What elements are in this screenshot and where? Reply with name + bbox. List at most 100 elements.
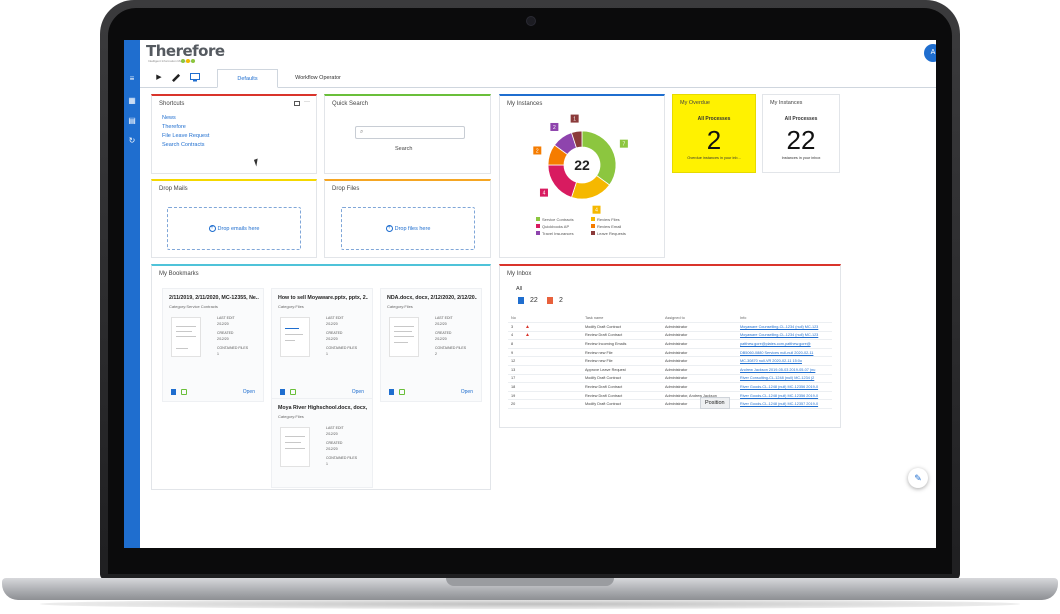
info-link[interactable]: River Goods-CL-1248 (null) MC-12356 2019… — [737, 391, 832, 401]
bookmark-icon[interactable] — [280, 389, 285, 395]
shortcut-link[interactable]: News — [162, 115, 176, 121]
legend-item[interactable]: Review Files — [591, 217, 646, 222]
legend-item[interactable]: Service Contracts — [536, 217, 591, 222]
legend-item[interactable]: Leave Requests — [591, 231, 646, 236]
slice-value-label: 2 — [553, 125, 556, 131]
plus-icon: + — [385, 225, 393, 232]
task-name: Review Draft Contract — [582, 331, 662, 341]
pie-slice[interactable] — [547, 164, 577, 198]
task-name: Review Draft Contract — [582, 382, 662, 392]
bookmark-card[interactable]: How to sell Moyaware.pptx, pptx, 2... Ca… — [271, 288, 373, 402]
info-link[interactable]: MC-30870 null-VR 2020-02-11 15:0o — [737, 356, 832, 367]
last-edit-value: 2/12/20 — [217, 322, 229, 326]
column-header[interactable] — [522, 314, 582, 324]
edit-icon[interactable]: ✎ — [908, 468, 928, 488]
laptop-shadow — [40, 599, 1020, 609]
assigned-to: Administrator — [662, 399, 737, 410]
table-row[interactable]: 20 Modify Draft Contract Administrator Rive… — [508, 399, 832, 410]
tab-workflow-operator[interactable]: Workflow Operator — [295, 75, 341, 81]
slice-value-label: 1 — [573, 117, 576, 123]
inbox-filter[interactable]: All — [516, 286, 523, 292]
shortcut-link[interactable]: File Leave Request — [162, 133, 210, 139]
bookmark-icon[interactable] — [171, 389, 176, 395]
info-link[interactable]: Moyaware Counselling-CL-1234 (null) MC-1… — [737, 322, 832, 332]
created-label: CREATED — [217, 331, 234, 335]
bookmark-icon[interactable] — [389, 389, 394, 395]
play-icon[interactable]: ▶ — [156, 74, 162, 81]
overdue-icon — [547, 297, 553, 304]
email-dropzone[interactable]: + Drop emails here — [167, 207, 301, 250]
monitor-icon[interactable] — [190, 73, 200, 83]
lock-icon[interactable] — [181, 389, 187, 395]
table-row[interactable]: 17 Modify Draft Contract Administrator Rive… — [508, 374, 832, 384]
warning-icon — [522, 339, 582, 349]
table-row[interactable]: 12 Review new File Administrator MC-30870 n… — [508, 356, 832, 367]
inbox-total-count[interactable]: 22 — [530, 297, 538, 304]
bookmark-card[interactable]: NDA.docx, docx, 2/12/2020, 2/12/20... Ca… — [380, 288, 482, 402]
created-value: 2/12/20 — [326, 337, 338, 341]
my-overdue-widget[interactable]: My Overdue All Processes 2 Overdue insta… — [672, 94, 756, 173]
widget-title: Drop Mails — [159, 186, 188, 192]
last-edit-value: 2/12/20 — [435, 322, 447, 326]
column-header[interactable]: Task name — [582, 314, 662, 324]
shortcut-link[interactable]: Search Contracts — [162, 142, 205, 148]
user-avatar[interactable]: A — [924, 44, 936, 62]
bookmark-card[interactable]: 2/11/2019, 2/11/2020, MC-12355, Ne... Ca… — [162, 288, 264, 402]
assigned-to: Administrator — [662, 339, 737, 349]
toolbar: ▶ Defaults Workflow Operator — [140, 68, 936, 88]
assigned-to: Administrator, Andrew Jackson — [662, 391, 737, 401]
widget-menu-icon[interactable] — [294, 101, 300, 106]
info-link[interactable]: patthew.gore@plates.com,patthew.gore@ — [737, 339, 832, 349]
legend-label: Review Email — [597, 224, 622, 229]
files-value: 1 — [217, 352, 219, 356]
table-row[interactable]: 18 Review Draft Contract Administrator Rive… — [508, 382, 832, 392]
pie-slice[interactable] — [570, 130, 583, 149]
lock-icon[interactable] — [290, 389, 296, 395]
table-row[interactable]: 13 Approve Leave Request Administrator Andr… — [508, 365, 832, 375]
assigned-to: Administrator — [662, 356, 737, 367]
created-value: 2/12/20 — [217, 337, 229, 341]
bookmark-title: How to sell Moyaware.pptx, pptx, 2... — [278, 295, 368, 301]
shortcut-links: News Therefore File Leave Request Search… — [162, 114, 209, 150]
info-link[interactable]: River Goods-CL-1248 (null) MC-12356 2019… — [737, 382, 832, 392]
search-button[interactable]: Search — [395, 146, 413, 152]
table-row[interactable]: 8 Review Incoming Emails Administrator patt… — [508, 339, 832, 349]
column-header[interactable]: No — [508, 314, 522, 324]
info-link[interactable]: Andrew Jackson 2019-05-03 2019-05-07 (nu — [737, 365, 832, 375]
info-link[interactable]: DB5060-0880 Services null-null 2020-02-1… — [737, 348, 832, 358]
info-link[interactable]: River Consulting-CL-1248 (null) MC-1234 … — [737, 374, 832, 384]
open-button[interactable]: Open — [460, 389, 473, 395]
inbox-overdue-count[interactable]: 2 — [559, 297, 563, 304]
table-row[interactable]: 9 Review new File Administrator DB5060-0880… — [508, 348, 832, 358]
my-instances-count-widget[interactable]: My Instances All Processes 22 Instances … — [762, 94, 840, 173]
column-header[interactable]: Info — [737, 314, 832, 324]
table-row[interactable]: 3 ▲ Modify Draft Contract Administrator Moya… — [508, 322, 832, 332]
legend-item[interactable]: Review Email — [591, 224, 646, 229]
folder-icon[interactable]: ▤ — [128, 116, 136, 125]
info-link[interactable]: Moyaware Counselling-CL-1234 (null) MC-1… — [737, 331, 832, 341]
open-button[interactable]: Open — [351, 389, 364, 395]
dropzone-label: + Drop emails here — [208, 225, 260, 232]
table-row[interactable]: 19 Review Draft Contract Administrator, An… — [508, 391, 832, 401]
open-button[interactable]: Open — [242, 389, 255, 395]
tab-defaults[interactable]: Defaults — [217, 69, 278, 88]
legend-item[interactable]: Quickbooks AP — [536, 224, 591, 229]
more-icon[interactable]: ··· — [304, 99, 310, 105]
task-icon — [518, 297, 524, 304]
assigned-to: Administrator — [662, 365, 737, 375]
info-link[interactable]: River Goods-CL-1248 (null) MC-12357 2019… — [737, 399, 832, 410]
workflow-icon[interactable]: ↻ — [128, 136, 136, 145]
bookmark-card[interactable]: Moya River Highschool.docx, docx, ... Ca… — [271, 398, 373, 488]
search-input[interactable]: ⌕ — [355, 126, 465, 139]
menu-icon[interactable]: ≡ — [129, 74, 135, 83]
column-header[interactable]: Assigned to — [662, 314, 737, 324]
dashboard-icon[interactable]: ▦ — [128, 96, 136, 105]
shortcut-link[interactable]: Therefore — [162, 124, 186, 130]
lock-icon[interactable] — [399, 389, 405, 395]
file-dropzone[interactable]: + Drop files here — [341, 207, 475, 250]
table-row[interactable]: 4 ▲ Review Draft Contract Administrator Moya… — [508, 331, 832, 341]
created-value: 2/12/20 — [435, 337, 447, 341]
wrench-icon[interactable] — [171, 73, 181, 83]
legend-item[interactable]: Travel Insurances — [536, 231, 591, 236]
